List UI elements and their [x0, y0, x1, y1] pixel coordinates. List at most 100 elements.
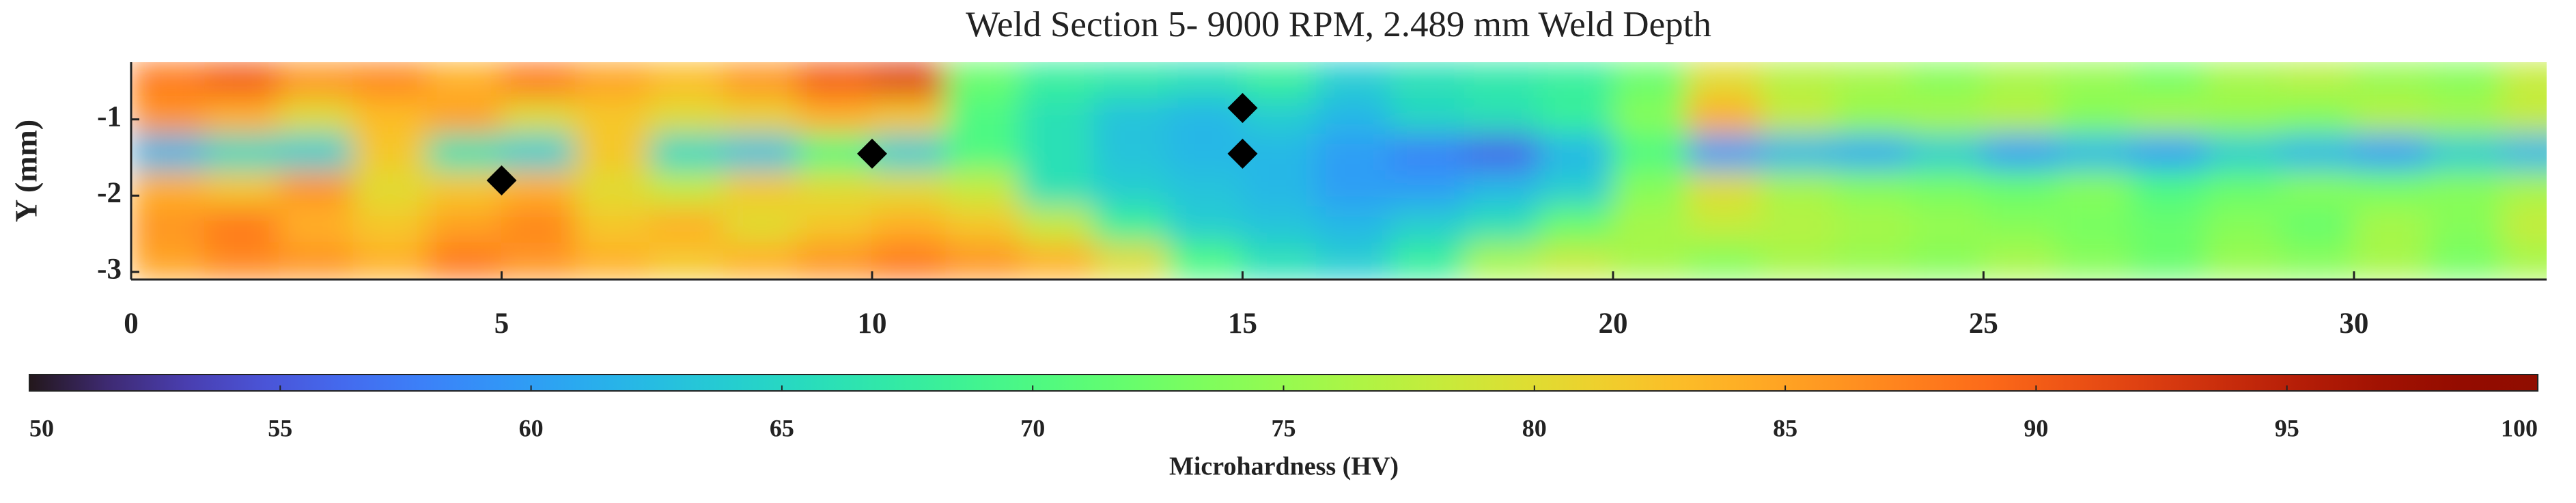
marker [1227, 92, 1258, 123]
heat-cell [1908, 62, 1985, 100]
heat-cell [2353, 134, 2429, 172]
heat-cell [1538, 170, 1614, 208]
heat-cell [945, 98, 1021, 136]
heat-cell [1390, 170, 1466, 208]
heat-cell [426, 206, 503, 245]
heat-cell [649, 206, 725, 245]
heat-cell [871, 62, 947, 100]
heat-cell [1390, 98, 1466, 136]
colorbar-tick-label: 100 [2501, 414, 2538, 441]
heat-cell [352, 206, 428, 245]
heat-cell [945, 206, 1021, 245]
heat-cell [2279, 62, 2355, 100]
heat-cell [204, 134, 280, 172]
heat-cell [1538, 242, 1614, 280]
y-tick-label: -2 [97, 177, 122, 209]
x-tick-label: 30 [2339, 308, 2368, 340]
heat-cell [2353, 242, 2429, 280]
heat-cell [1019, 170, 1095, 208]
heat-cell [2353, 98, 2429, 136]
heat-cell [2131, 170, 2207, 208]
heat-cell [1983, 242, 2058, 280]
heat-cell [1167, 170, 1244, 208]
heat-cell [723, 170, 799, 208]
heat-cell [2501, 62, 2547, 100]
chart-title: Weld Section 5- 9000 RPM, 2.489 mm Weld … [966, 5, 1711, 44]
heat-cell [2131, 206, 2207, 245]
heat-cell [2427, 62, 2503, 100]
heat-cell [1315, 134, 1392, 172]
heat-cell [723, 98, 799, 136]
heat-cell [204, 206, 280, 245]
marker [856, 138, 887, 169]
heat-cell [1167, 206, 1244, 245]
heat-cell [278, 170, 354, 208]
heat-cell [1167, 98, 1244, 136]
x-tick-label: 20 [1598, 308, 1627, 340]
heat-cell [1167, 62, 1244, 100]
x-tick-label: 10 [857, 308, 886, 340]
heat-cell [1390, 206, 1466, 245]
heat-cell [649, 242, 725, 280]
heat-cell [2427, 206, 2503, 245]
heat-cell [1019, 242, 1095, 280]
heat-cell [2056, 62, 2133, 100]
heat-cell [278, 98, 354, 136]
heat-cell [2501, 206, 2547, 245]
heat-cell [1686, 206, 1762, 245]
colorbar-label: Microhardness (HV) [1169, 452, 1399, 481]
heat-cell [1686, 98, 1762, 136]
heat-cell [2501, 98, 2547, 136]
heat-cell [352, 242, 428, 280]
heat-cell [1908, 134, 1985, 172]
heat-cell [352, 170, 428, 208]
heat-cell [2501, 242, 2547, 280]
heat-cell [797, 62, 873, 100]
heat-cell [352, 134, 428, 172]
heat-cell [1612, 242, 1688, 280]
heat-cell [1612, 206, 1688, 245]
heat-cell [797, 170, 873, 208]
heat-cell [501, 62, 576, 100]
heat-cell [1686, 134, 1762, 172]
heat-cell [131, 98, 206, 136]
heat-cell [1983, 134, 2058, 172]
heat-cell [426, 62, 503, 100]
marker [1227, 138, 1258, 169]
heat-cell [278, 206, 354, 245]
heat-cell [2353, 206, 2429, 245]
heat-cell [1612, 62, 1688, 100]
heat-cell [1019, 62, 1095, 100]
x-tick-label: 5 [494, 308, 509, 340]
heat-cell [2056, 242, 2133, 280]
heat-cell [1834, 206, 1910, 245]
heat-cell [2204, 242, 2281, 280]
heat-cell [1538, 62, 1614, 100]
heat-cell [1983, 206, 2058, 245]
heat-cell [723, 62, 799, 100]
heat-cell [131, 242, 206, 280]
heat-cell [352, 98, 428, 136]
heat-cell [426, 98, 503, 136]
heat-cell [204, 242, 280, 280]
y-axis-label: Y (mm) [9, 120, 44, 222]
heat-cell [945, 170, 1021, 208]
heat-cell [1019, 134, 1095, 172]
heat-cell [723, 242, 799, 280]
heat-cell [1315, 242, 1392, 280]
heat-cell [1315, 98, 1392, 136]
heat-cell [1983, 170, 2058, 208]
heat-cell [574, 134, 651, 172]
heat-cell [797, 98, 873, 136]
heat-cell [1834, 170, 1910, 208]
heat-cell [2204, 170, 2281, 208]
heat-cell [2427, 242, 2503, 280]
heat-cell [1686, 242, 1762, 280]
colorbar-tick-label: 50 [29, 414, 54, 441]
colorbar-tick-label: 85 [1773, 414, 1797, 441]
heat-cell [2056, 98, 2133, 136]
heat-cell [1983, 62, 2058, 100]
colorbar-tick-label: 60 [519, 414, 544, 441]
heat-cell [723, 206, 799, 245]
heat-cell [1464, 134, 1540, 172]
